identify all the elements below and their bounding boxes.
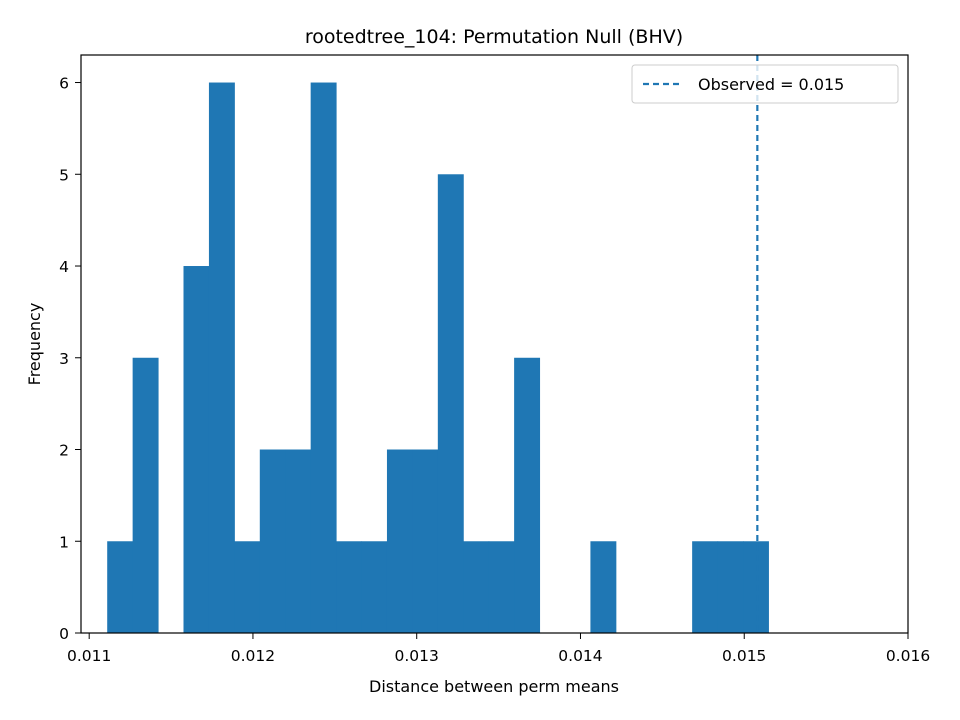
plot-frame: [80, 54, 909, 634]
histogram-bar: [412, 449, 439, 633]
histogram-bars: [107, 82, 769, 634]
x-axis-ticks: 0.011 0.012 0.013 0.014 0.015 0.016: [67, 633, 930, 665]
histogram-bar: [590, 541, 617, 633]
histogram-bar: [234, 541, 261, 633]
histogram-bar: [183, 266, 210, 633]
x-tick-label: 0.014: [558, 647, 602, 665]
legend-observed-label: Observed = 0.015: [698, 75, 844, 94]
histogram-bar: [437, 174, 464, 633]
histogram-bar: [488, 541, 515, 633]
histogram-bar: [386, 449, 413, 633]
histogram-bar: [692, 541, 719, 633]
histogram-bar: [107, 541, 134, 633]
x-tick-label: 0.013: [395, 647, 439, 665]
y-tick-label: 0: [59, 625, 69, 643]
histogram-bar: [285, 449, 312, 633]
y-axis-label: Frequency: [25, 303, 44, 386]
histogram-bar: [463, 541, 490, 633]
y-tick-label: 1: [59, 533, 69, 551]
histogram-bar: [717, 541, 744, 633]
x-tick-label: 0.015: [722, 647, 766, 665]
histogram-bar: [208, 82, 235, 634]
histogram-bar: [310, 82, 337, 634]
chart-title: rootedtree_104: Permutation Null (BHV): [305, 26, 683, 48]
y-tick-label: 6: [59, 75, 69, 93]
histogram-bar: [743, 541, 769, 633]
legend-box: [631, 64, 899, 104]
x-tick-label: 0.011: [67, 647, 111, 665]
legend: Observed = 0.015: [631, 64, 899, 104]
y-tick-label: 4: [59, 258, 69, 276]
x-tick-label: 0.016: [886, 647, 930, 665]
x-axis-label: Distance between perm means: [369, 677, 619, 696]
y-tick-label: 2: [59, 442, 69, 460]
y-axis-ticks: 0 1 2 3 4 5 6: [59, 75, 81, 643]
histogram-bar: [259, 449, 286, 633]
y-tick-label: 3: [59, 350, 69, 368]
x-tick-label: 0.012: [231, 647, 275, 665]
y-tick-label: 5: [59, 166, 69, 184]
histogram-bar: [361, 541, 388, 633]
histogram-bar: [132, 357, 159, 633]
histogram-bar: [336, 541, 363, 633]
histogram-bar: [514, 357, 541, 633]
